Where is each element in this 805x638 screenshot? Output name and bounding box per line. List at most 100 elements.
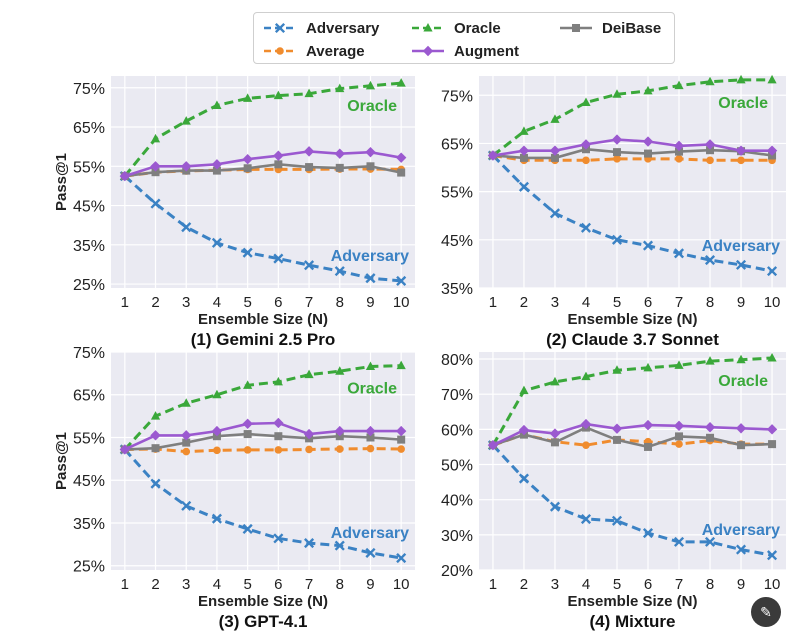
x-axis-label: Ensemble Size (N) xyxy=(198,593,328,610)
point-augment xyxy=(150,430,161,441)
y-tick-label: 25% xyxy=(73,277,105,294)
point-augment xyxy=(119,170,131,182)
point-oracle xyxy=(396,78,406,87)
x-tick-label: 10 xyxy=(393,294,410,311)
point-oracle xyxy=(365,80,376,90)
x-tick-label: 3 xyxy=(551,576,559,593)
chart-panel-4: 20% 30% 40% 50% 60% 70% 80% 1 2 3 4 5 6 7 8 9 10 Ensemble… xyxy=(441,352,786,631)
point-deibase xyxy=(243,164,252,173)
point-oracle xyxy=(150,411,161,420)
point-augment xyxy=(303,428,315,440)
point-deibase xyxy=(768,440,777,449)
point-oracle xyxy=(550,114,560,123)
magic-wand-icon[interactable]: ✎ xyxy=(751,597,781,627)
series-line-augment xyxy=(124,150,402,178)
x-tick-label: 10 xyxy=(393,576,410,593)
point-adversary xyxy=(735,544,747,555)
point-average xyxy=(582,156,590,165)
point-deibase xyxy=(644,149,653,158)
x-tick-label: 2 xyxy=(520,576,528,593)
x-tick-label: 4 xyxy=(213,294,221,311)
point-average xyxy=(335,445,344,453)
point-augment xyxy=(673,420,685,432)
point-augment xyxy=(580,418,592,430)
y-tick-label: 50% xyxy=(441,458,473,475)
point-oracle xyxy=(519,385,529,395)
point-adversary xyxy=(642,240,654,251)
point-augment xyxy=(365,425,376,437)
legend-label: DeiBase xyxy=(602,20,661,37)
legend-item-oracle: Oracle xyxy=(412,20,501,37)
point-augment xyxy=(334,148,345,159)
point-deibase xyxy=(737,441,746,450)
point-augment xyxy=(487,150,499,161)
series-augment xyxy=(119,146,407,182)
legend-label: Oracle xyxy=(454,20,501,37)
x-tick-label: 8 xyxy=(336,294,344,311)
legend-marker-deibase xyxy=(572,24,580,32)
point-deibase xyxy=(243,430,252,439)
x-tick-label: 3 xyxy=(182,294,190,311)
chart-title: (2) Claude 3.7 Sonnet xyxy=(546,330,719,349)
point-adversary xyxy=(181,500,192,511)
point-augment xyxy=(487,439,499,451)
series-line-oracle xyxy=(492,78,772,157)
point-augment xyxy=(334,425,345,437)
point-average xyxy=(305,445,313,454)
point-average xyxy=(613,155,621,163)
point-average xyxy=(182,447,191,456)
point-adversary xyxy=(396,552,407,564)
point-adversary xyxy=(365,273,376,284)
series-average xyxy=(121,444,405,456)
point-augment xyxy=(580,139,592,150)
point-augment xyxy=(303,146,315,157)
x-tick-label: 5 xyxy=(613,294,621,311)
point-average xyxy=(706,156,714,165)
point-deibase xyxy=(397,435,406,444)
x-tick-label: 6 xyxy=(644,294,652,311)
point-oracle xyxy=(643,85,653,95)
series-line-adversary xyxy=(123,174,402,283)
annotation-oracle: Oracle xyxy=(718,95,768,112)
point-augment xyxy=(704,422,716,433)
y-tick-label: 75% xyxy=(73,81,105,98)
point-average xyxy=(243,446,252,454)
chart-panel-1: 25% 35% 45% 55% 65% 75% 1 2 3 4 5 6 7 8 9 10 Ensemble Si… xyxy=(53,76,415,349)
series-line-oracle xyxy=(123,364,402,451)
point-adversary xyxy=(735,259,747,270)
annotation-oracle: Oracle xyxy=(347,381,397,398)
series-line-oracle xyxy=(123,81,402,178)
point-augment xyxy=(395,152,407,163)
series-line-deibase xyxy=(492,426,773,449)
x-tick-label: 3 xyxy=(182,576,190,593)
series-line-augment xyxy=(492,138,772,157)
x-tick-label: 2 xyxy=(151,576,159,593)
y-tick-label: 65% xyxy=(73,120,105,137)
point-oracle xyxy=(396,360,406,370)
series-oracle xyxy=(120,78,406,180)
point-oracle xyxy=(304,88,314,98)
point-adversary xyxy=(334,266,345,277)
point-deibase xyxy=(612,435,621,444)
point-augment xyxy=(273,417,284,429)
point-oracle xyxy=(643,362,653,372)
y-tick-label: 35% xyxy=(73,516,105,533)
x-axis-label: Ensemble Size (N) xyxy=(567,593,697,610)
annotation-oracle: Oracle xyxy=(347,98,397,115)
y-tick-label: 40% xyxy=(441,493,473,510)
series-line-average xyxy=(124,447,402,454)
legend-label: Adversary xyxy=(306,20,380,37)
series-line-adversary xyxy=(491,154,773,273)
plot-area xyxy=(479,76,786,288)
point-augment xyxy=(242,418,253,430)
point-adversary xyxy=(365,547,376,558)
point-augment xyxy=(395,425,407,437)
point-oracle xyxy=(273,90,283,100)
y-tick-label: 55% xyxy=(73,430,105,447)
x-tick-label: 7 xyxy=(675,294,683,311)
point-adversary xyxy=(150,198,161,209)
legend-marker-average xyxy=(276,47,284,55)
point-oracle xyxy=(736,74,746,84)
point-deibase xyxy=(274,160,283,169)
